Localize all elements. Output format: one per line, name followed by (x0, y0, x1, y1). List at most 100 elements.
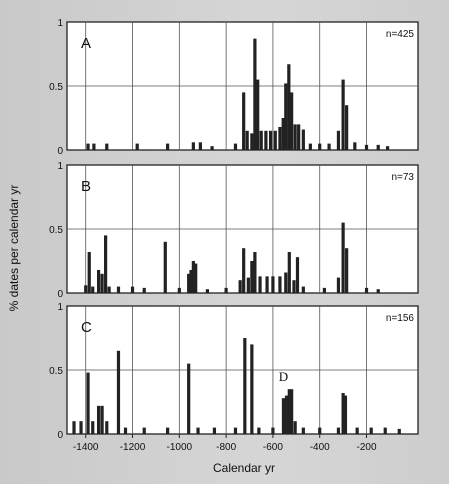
bar (355, 427, 359, 434)
bar (369, 427, 373, 434)
bar (105, 421, 109, 434)
bar (284, 272, 288, 293)
bar (278, 126, 282, 150)
bar (100, 273, 104, 293)
bar (233, 427, 238, 434)
bar (198, 142, 202, 150)
bar (253, 38, 257, 150)
bar (278, 276, 282, 293)
bar (242, 92, 246, 150)
bar (271, 427, 275, 434)
bar (72, 421, 76, 434)
bar (301, 427, 305, 434)
bar (191, 261, 195, 293)
y-tick-label: 0 (57, 146, 63, 157)
bar (177, 287, 181, 293)
x-tick-label: -800 (216, 442, 236, 453)
bar (341, 393, 345, 434)
bar (142, 427, 146, 434)
bar (308, 143, 312, 150)
bar (123, 427, 128, 434)
bar (385, 146, 390, 150)
bar (224, 287, 228, 293)
bar (104, 235, 108, 293)
bar (86, 372, 90, 434)
bar (142, 287, 146, 293)
bar (163, 241, 167, 293)
y-tick-label: 1 (57, 161, 63, 172)
bar (96, 269, 101, 293)
bar (107, 286, 111, 293)
bar (86, 143, 90, 150)
panel-letter: C (81, 319, 92, 336)
bar (336, 427, 341, 434)
x-tick-label: -200 (357, 442, 377, 453)
bar (257, 427, 261, 434)
bar (322, 287, 326, 293)
bar (250, 344, 254, 434)
bar (116, 350, 121, 434)
bar (205, 289, 209, 293)
y-tick-label: 0.5 (49, 366, 63, 377)
bar (341, 222, 345, 293)
bar (341, 79, 345, 150)
panel-a: 0 0.5 1 An=425 (49, 18, 419, 157)
bar (212, 427, 217, 434)
bar (343, 395, 348, 434)
y-axis-label: % dates per calendar yr (7, 185, 21, 312)
bar (284, 395, 289, 434)
bar (273, 130, 277, 150)
bar (105, 143, 109, 150)
bar (397, 428, 401, 434)
bar (281, 118, 285, 150)
x-tick-label: -1200 (120, 442, 146, 453)
bar (364, 144, 369, 150)
bar (364, 287, 369, 293)
bar (130, 286, 135, 293)
sample-size-label: n=73 (391, 172, 414, 183)
bar (287, 64, 291, 150)
bar (79, 421, 83, 434)
bar (264, 130, 268, 150)
panel-b: 0 0.5 1 Bn=73 (49, 161, 419, 300)
bar (187, 273, 191, 293)
bar (287, 389, 291, 434)
bar (91, 421, 95, 434)
bar (268, 130, 273, 150)
bar (250, 261, 254, 293)
panel-letter: B (81, 178, 91, 195)
sample-size-label: n=425 (386, 29, 415, 40)
bar (250, 133, 254, 150)
bar (191, 142, 195, 150)
panel-c: 0 0.5 1 Cn=156 D (49, 302, 419, 441)
bar (259, 130, 263, 150)
bar (345, 248, 349, 293)
bar (295, 257, 300, 293)
y-tick-label: 0 (57, 289, 63, 300)
x-tick-label: -400 (310, 442, 330, 453)
bar (246, 277, 250, 293)
x-axis: -1400 -1200 -1000 -800 -600 -400 -200 (73, 434, 377, 453)
bar (293, 124, 297, 150)
bar (194, 263, 198, 293)
bar (297, 124, 301, 150)
bar (271, 276, 275, 293)
bar (290, 92, 294, 150)
bar (383, 427, 387, 434)
bar (345, 105, 349, 150)
bar (327, 143, 331, 150)
bar (253, 252, 257, 293)
bar (84, 285, 88, 293)
bar (293, 421, 297, 434)
x-tick-label: -1000 (167, 442, 193, 453)
bar (258, 276, 262, 293)
bar (336, 130, 341, 150)
bar (233, 143, 238, 150)
annotation-label: D (279, 369, 288, 384)
bar (301, 286, 305, 293)
bar (92, 143, 96, 150)
bar (238, 280, 242, 293)
bar (210, 146, 214, 150)
bar (189, 269, 193, 293)
